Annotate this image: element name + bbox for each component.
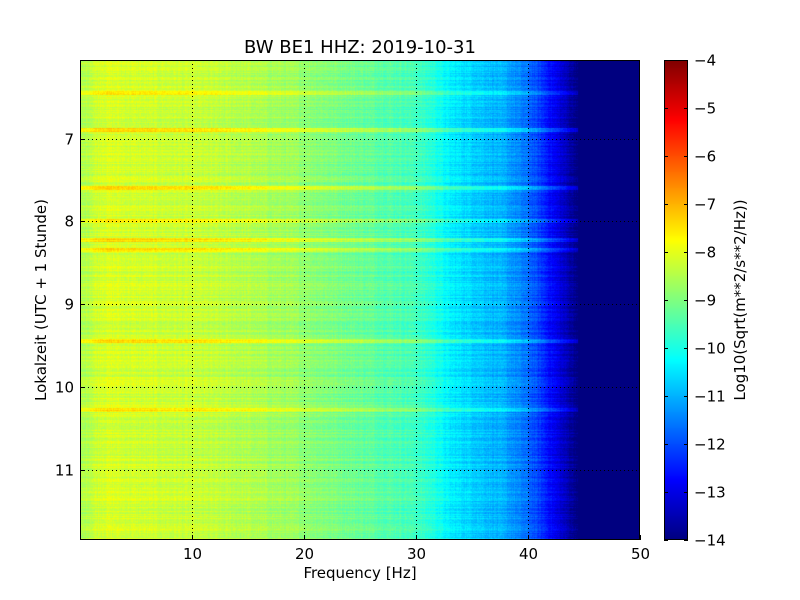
y-tick-label: 11 [55,462,74,480]
colorbar-tick-label: −12 [694,436,726,454]
grid-lines [80,60,640,540]
colorbar-tick-label: −14 [694,532,726,550]
colorbar-ticks: −4 −5 −6 −7 −8 −9 −10 −11 −12 −13 −14 [664,52,726,550]
x-tick-label: 20 [295,545,314,563]
colorbar-tick-label: −5 [694,100,716,118]
colorbar-tick-label: −6 [694,148,716,166]
x-axis-label: Frequency [Hz] [303,564,416,582]
x-tick-label: 40 [519,545,538,563]
x-axis: 10 20 30 40 50 [183,535,650,563]
x-tick-label: 10 [183,545,202,563]
y-tick-label: 9 [64,296,74,314]
colorbar-tick-label: −8 [694,244,716,262]
spectrogram-heatmap [80,60,640,540]
y-tick-label: 8 [64,213,74,231]
colorbar-tick-label: −7 [694,196,716,214]
x-tick-label: 30 [407,545,426,563]
x-tick-label: 50 [631,545,650,563]
colorbar-tick-label: −13 [694,484,726,502]
y-tick-label: 7 [64,131,74,149]
y-tick-label: 10 [55,379,74,397]
colorbar-tick-label: −11 [694,388,726,406]
colorbar: −4 −5 −6 −7 −8 −9 −10 −11 −12 −13 −14 [664,52,726,550]
colorbar-tick-label: −4 [694,52,716,70]
colorbar-label: Log10(Sqrt(m**2/s**2/Hz)) [731,199,749,400]
colorbar-tick-label: −10 [694,340,726,358]
chart-title: BW BE1 HHZ: 2019-10-31 [244,37,476,58]
spectrogram-plot [80,60,640,540]
y-axis: 7 8 9 10 11 [55,131,85,480]
plot-frame [80,60,640,540]
colorbar-tick-label: −9 [694,292,716,310]
y-axis-label: Lokalzeit (UTC + 1 Stunde) [32,199,50,401]
